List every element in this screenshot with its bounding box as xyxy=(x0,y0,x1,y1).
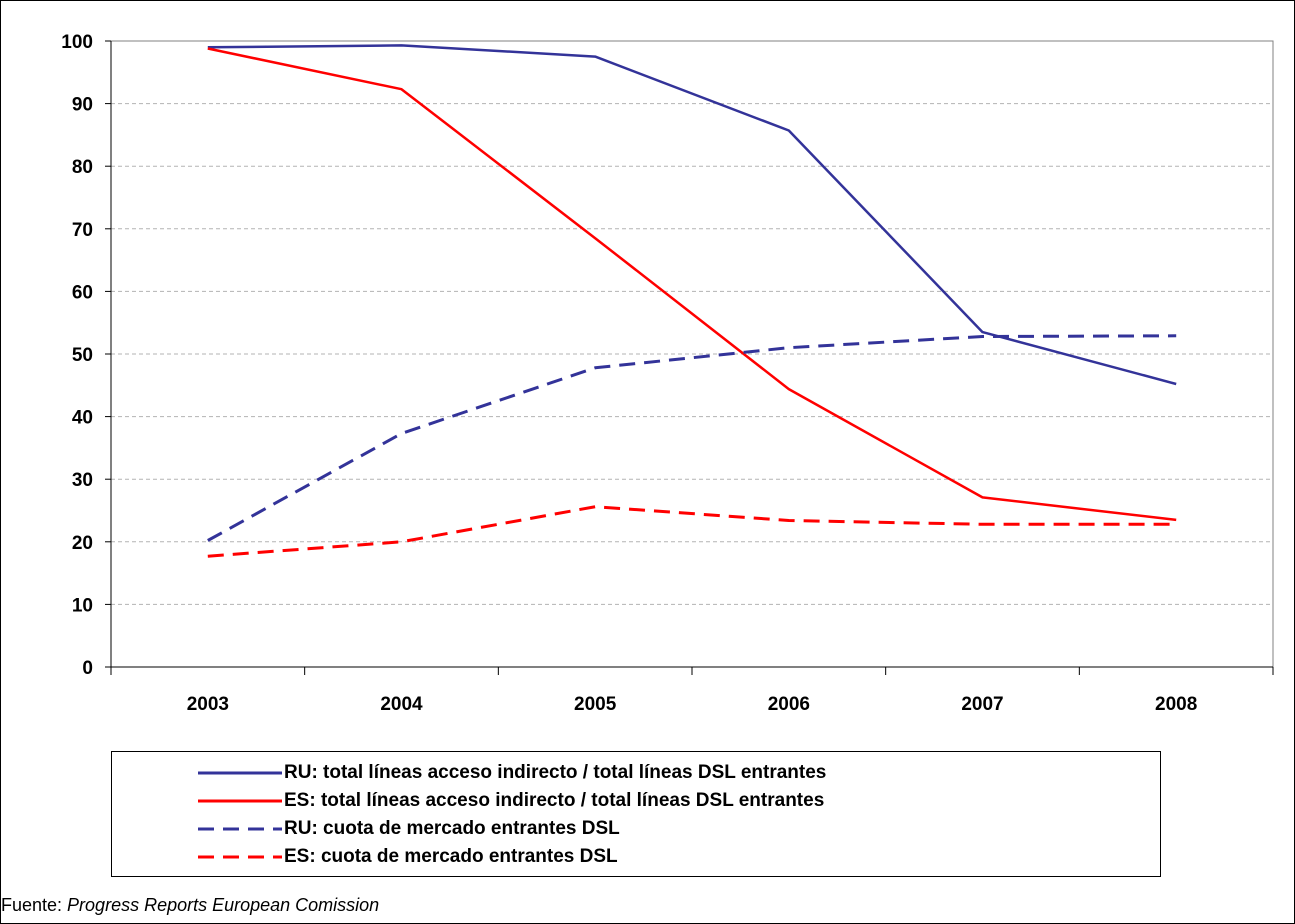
legend-item-es-cuota: ES: cuota de mercado entrantes DSL xyxy=(198,844,618,870)
y-tick-label-80: 80 xyxy=(72,157,93,178)
series-line-1 xyxy=(207,47,1177,522)
legend-label-ru-total: RU: total líneas acceso indirecto / tota… xyxy=(284,762,827,783)
source-prefix: Fuente: xyxy=(1,895,68,915)
y-tick-label-20: 20 xyxy=(72,533,93,554)
x-tick-label-2005: 2005 xyxy=(574,694,617,715)
series-line-3 xyxy=(207,505,1177,558)
legend: RU: total líneas acceso indirecto / tota… xyxy=(111,751,1161,877)
y-tick-label-40: 40 xyxy=(72,408,93,429)
x-tick-label-2008: 2008 xyxy=(1155,694,1197,715)
legend-swatch-es-cuota xyxy=(198,855,282,859)
y-tick-label-60: 60 xyxy=(72,282,93,303)
y-tick-label-90: 90 xyxy=(72,95,93,116)
legend-label-es-cuota: ES: cuota de mercado entrantes DSL xyxy=(284,846,618,867)
source-title: Progress Reports European Comission xyxy=(67,895,380,915)
series-line-2 xyxy=(207,334,1177,542)
y-tick-label-50: 50 xyxy=(72,345,93,366)
legend-swatch-es-total xyxy=(198,799,282,803)
axes xyxy=(105,40,1274,675)
y-tick-label-70: 70 xyxy=(72,220,93,241)
series-line-0 xyxy=(207,44,1177,386)
legend-swatch-ru-cuota xyxy=(198,827,282,831)
tick-labels: 0 10 20 30 40 50 60 70 80 90 100 2003 2004 2005 2006 20… xyxy=(61,32,1197,715)
gridlines xyxy=(111,40,1273,605)
x-tick-label-2006: 2006 xyxy=(768,694,810,715)
legend-item-ru-total: RU: total líneas acceso indirecto / tota… xyxy=(198,760,826,786)
x-tick-label-2003: 2003 xyxy=(187,694,229,715)
y-tick-label-10: 10 xyxy=(72,595,93,616)
legend-item-ru-cuota: RU: cuota de mercado entrantes DSL xyxy=(198,816,620,842)
legend-label-es-total: ES: total líneas acceso indirecto / tota… xyxy=(284,790,825,811)
legend-label-ru-cuota: RU: cuota de mercado entrantes DSL xyxy=(284,818,620,839)
legend-item-es-total: ES: total líneas acceso indirecto / tota… xyxy=(198,788,824,814)
y-tick-label-100: 100 xyxy=(61,32,93,53)
x-tick-label-2004: 2004 xyxy=(380,694,423,715)
y-tick-label-30: 30 xyxy=(72,470,93,491)
x-tick-label-2007: 2007 xyxy=(961,694,1003,715)
series-lines xyxy=(207,44,1177,558)
source-note: Fuente: Progress Reports European Comiss… xyxy=(1,895,379,916)
legend-swatch-ru-total xyxy=(198,771,282,775)
y-tick-label-0: 0 xyxy=(82,658,93,679)
